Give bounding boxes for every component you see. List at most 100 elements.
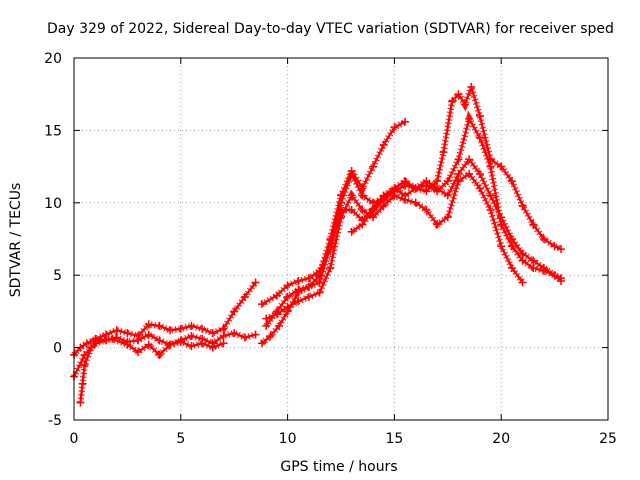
series-6-markers bbox=[263, 110, 563, 328]
data-point bbox=[454, 155, 463, 164]
data-point bbox=[262, 321, 271, 330]
data-point bbox=[379, 140, 388, 149]
data-point bbox=[275, 321, 284, 330]
data-point bbox=[76, 398, 85, 407]
data-point bbox=[465, 169, 474, 178]
data-point bbox=[134, 336, 143, 345]
data-point bbox=[557, 276, 566, 285]
y-tick-label: -5 bbox=[48, 413, 62, 429]
series-1-markers bbox=[71, 280, 259, 357]
data-point bbox=[155, 336, 164, 345]
y-tick-label: 20 bbox=[44, 51, 62, 67]
data-point bbox=[539, 235, 548, 243]
data-point bbox=[369, 206, 378, 215]
data-point bbox=[369, 213, 378, 222]
data-point bbox=[411, 184, 420, 193]
data-point bbox=[326, 263, 335, 272]
x-axis-label: GPS time / hours bbox=[280, 459, 397, 475]
data-point bbox=[401, 181, 410, 190]
data-point bbox=[411, 198, 420, 207]
data-point bbox=[283, 292, 292, 301]
data-point bbox=[557, 245, 566, 254]
data-point bbox=[507, 235, 516, 243]
data-point bbox=[369, 198, 378, 207]
data-point bbox=[208, 343, 217, 352]
data-point bbox=[347, 227, 356, 236]
data-point bbox=[448, 97, 457, 106]
data-point bbox=[454, 169, 463, 178]
data-point bbox=[550, 271, 559, 280]
data-point bbox=[219, 339, 228, 348]
data-point bbox=[240, 292, 249, 301]
data-point bbox=[176, 324, 185, 333]
data-point bbox=[529, 220, 538, 229]
data-point bbox=[518, 256, 527, 265]
data-point bbox=[144, 320, 153, 329]
data-layer bbox=[70, 76, 566, 407]
data-point bbox=[166, 340, 175, 349]
data-point bbox=[272, 291, 281, 300]
data-point bbox=[460, 100, 469, 109]
y-tick-label: 5 bbox=[53, 268, 62, 284]
data-point bbox=[358, 220, 367, 229]
data-point bbox=[78, 379, 87, 388]
data-point bbox=[198, 324, 207, 333]
data-point bbox=[507, 242, 516, 251]
data-point bbox=[390, 187, 399, 196]
data-point bbox=[337, 213, 345, 222]
data-point bbox=[155, 321, 164, 330]
data-point bbox=[187, 332, 196, 341]
data-point bbox=[529, 263, 538, 272]
data-point bbox=[369, 162, 378, 171]
data-point bbox=[422, 177, 431, 186]
data-point bbox=[443, 177, 452, 186]
data-point bbox=[304, 282, 313, 291]
data-point bbox=[379, 195, 388, 204]
data-point bbox=[283, 303, 292, 312]
data-point bbox=[465, 114, 474, 123]
data-point bbox=[486, 206, 495, 215]
x-tick-label: 25 bbox=[599, 431, 617, 447]
data-point bbox=[358, 191, 367, 200]
data-point bbox=[550, 242, 559, 251]
data-point bbox=[454, 90, 463, 99]
data-point bbox=[539, 263, 548, 272]
data-point bbox=[251, 330, 260, 339]
data-point bbox=[347, 169, 356, 178]
data-point bbox=[497, 162, 506, 171]
data-point bbox=[518, 249, 527, 258]
chart-title: Day 329 of 2022, Sidereal Day-to-day VTE… bbox=[47, 21, 614, 37]
data-point bbox=[82, 339, 91, 348]
data-point bbox=[358, 206, 367, 215]
data-point bbox=[347, 191, 356, 200]
data-point bbox=[486, 191, 495, 200]
data-point bbox=[465, 155, 474, 164]
data-point bbox=[187, 342, 196, 351]
data-point bbox=[187, 321, 196, 330]
data-point bbox=[443, 191, 452, 200]
data-point bbox=[134, 347, 143, 356]
data-point bbox=[475, 169, 484, 178]
data-point bbox=[240, 333, 249, 342]
data-point bbox=[294, 285, 303, 294]
data-point bbox=[390, 123, 399, 132]
y-tick-label: 0 bbox=[53, 341, 62, 357]
data-point bbox=[304, 292, 313, 301]
data-point bbox=[518, 201, 527, 210]
data-point bbox=[422, 206, 431, 215]
data-point bbox=[529, 256, 538, 265]
series-3-line bbox=[79, 337, 225, 404]
data-point bbox=[230, 307, 239, 316]
data-point bbox=[176, 337, 185, 346]
data-point bbox=[257, 300, 266, 309]
data-point bbox=[439, 148, 448, 157]
data-point bbox=[401, 117, 410, 126]
data-point bbox=[486, 162, 495, 171]
data-point bbox=[112, 326, 121, 335]
data-point bbox=[230, 329, 239, 338]
series-6-line bbox=[265, 117, 563, 328]
data-point bbox=[475, 184, 484, 193]
data-point bbox=[219, 332, 228, 341]
data-point bbox=[219, 324, 228, 333]
